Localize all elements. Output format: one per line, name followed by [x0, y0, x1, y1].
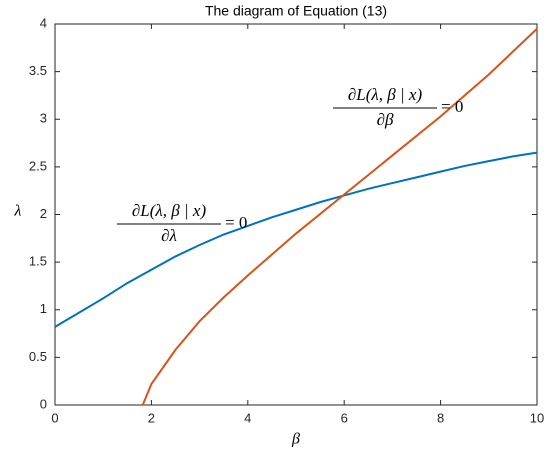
y-tick-label: 3 — [40, 111, 47, 126]
annotation-rhs: = 0 — [225, 213, 247, 232]
y-tick-label: 3.5 — [29, 63, 47, 78]
y-tick-label: 0 — [40, 396, 47, 411]
x-tick-label: 0 — [51, 410, 58, 425]
y-tick-label: 4 — [40, 15, 47, 30]
x-tick-label: 10 — [530, 410, 544, 425]
plot-area — [54, 23, 538, 406]
y-tick-label: 2.5 — [29, 158, 47, 173]
annotation-denominator: ∂β — [377, 110, 394, 129]
annotation-denominator: ∂λ — [161, 226, 177, 245]
line-series — [141, 28, 538, 406]
x-axis-label: β — [291, 431, 300, 448]
x-tick-label: 8 — [437, 410, 444, 425]
chart-title: The diagram of Equation (13) — [205, 3, 387, 19]
annotation-numerator: ∂L(λ, β | x) — [348, 85, 423, 104]
y-tick-label: 1.5 — [29, 254, 47, 269]
y-tick-label: 1 — [40, 301, 47, 316]
annotation-rhs: = 0 — [441, 97, 463, 116]
y-tick-label: 2 — [40, 206, 47, 221]
y-tick-label: 0.5 — [29, 349, 47, 364]
x-tick-label: 2 — [148, 410, 155, 425]
x-tick-label: 6 — [341, 410, 348, 425]
x-tick-label: 4 — [244, 410, 251, 425]
annotation-numerator: ∂L(λ, β | x) — [132, 201, 207, 220]
line-series — [54, 151, 538, 328]
y-axis-label: λ — [14, 203, 22, 220]
